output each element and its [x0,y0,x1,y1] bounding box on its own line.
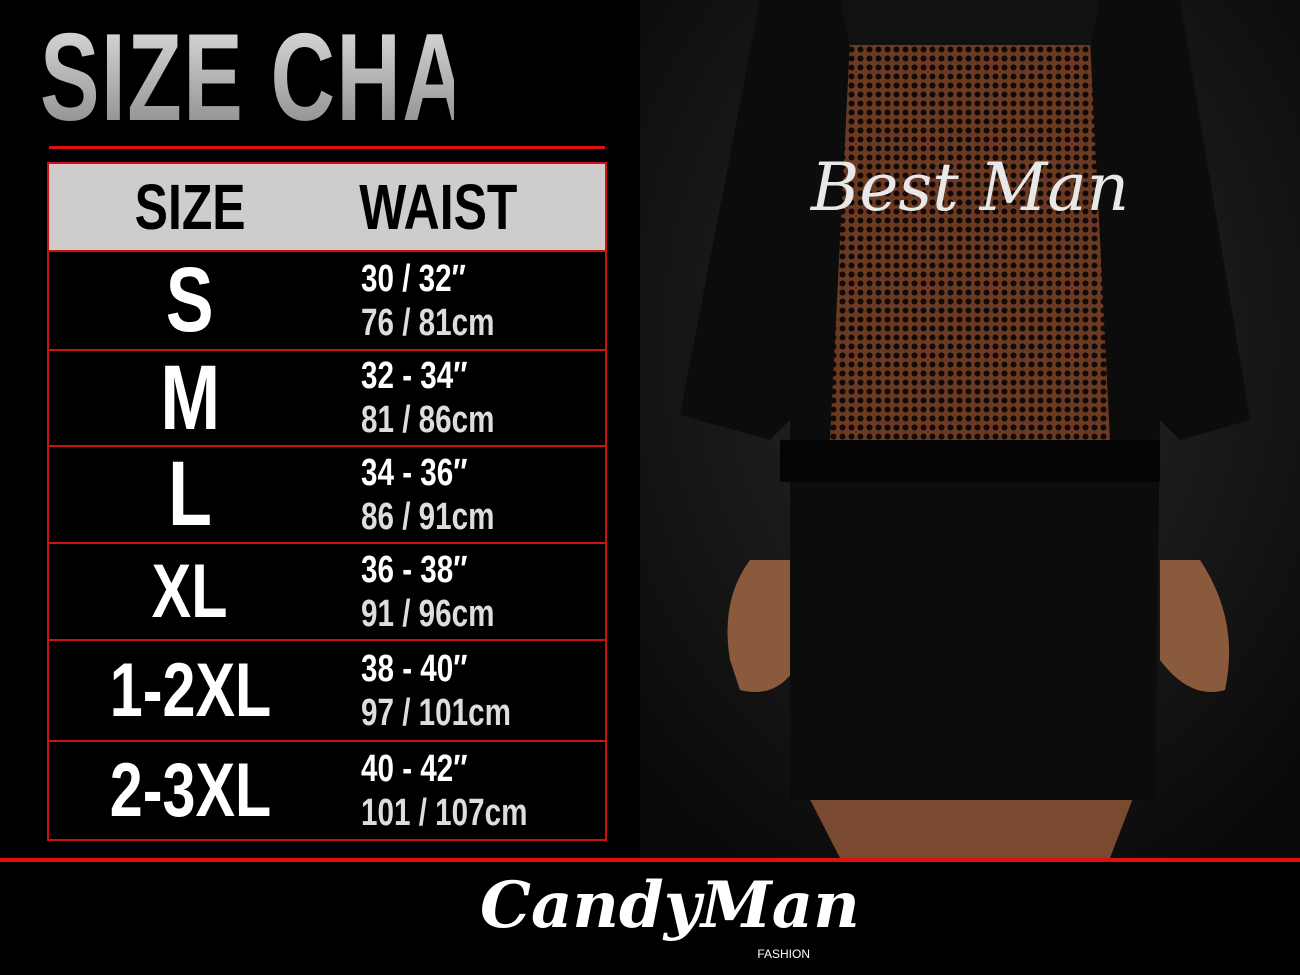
product-photo: Best Man [640,0,1300,858]
waist-inches: 32 - 34″ [361,355,468,397]
table-row: 2-3XL 40 - 42″ 101 / 107cm [49,742,605,839]
waist-cm: 91 / 96cm [361,592,495,635]
waist-inches: 38 - 40″ [361,647,468,690]
table-row: M 32 - 34″ 81 / 86cm [49,351,605,447]
size-label: M [160,347,220,449]
waist-cm: 81 / 86cm [361,399,495,441]
header-size: SIZE [134,171,246,243]
size-label: 2-3XL [109,748,271,833]
table-row: 1-2XL 38 - 40″ 97 / 101cm [49,641,605,742]
waist-cm: 101 / 107cm [361,791,528,834]
size-table: SIZE WAIST S 30 / 32″ 76 / 81cm M 32 - 34″… [47,162,607,841]
brand-sub: FASHION [757,947,810,961]
title-divider [49,146,605,149]
size-label: S [166,249,214,351]
waist-cm: 97 / 101cm [361,691,511,734]
header-waist: WAIST [358,171,518,243]
brand-name: CandyMan [480,868,860,943]
size-label: L [168,443,212,545]
print-text: Best Man [810,149,1129,226]
waist-inches: 36 - 38″ [361,548,468,591]
waist-inches: 30 / 32″ [361,257,466,300]
footer-divider [0,858,1300,862]
table-row: S 30 / 32″ 76 / 81cm [49,252,605,351]
table-header: SIZE WAIST [49,164,605,252]
size-label: XL [152,549,228,634]
size-label: 1-2XL [109,648,271,733]
waist-cm: 76 / 81cm [361,301,495,344]
waist-inches: 34 - 36″ [361,451,468,494]
table-row: XL 36 - 38″ 91 / 96cm [49,544,605,641]
page-title: SIZE CHART [40,9,591,147]
table-row: L 34 - 36″ 86 / 91cm [49,447,605,544]
brand-logo: CandyMan FASHION [480,866,860,971]
waist-inches: 40 - 42″ [361,747,468,790]
waist-cm: 86 / 91cm [361,495,495,538]
